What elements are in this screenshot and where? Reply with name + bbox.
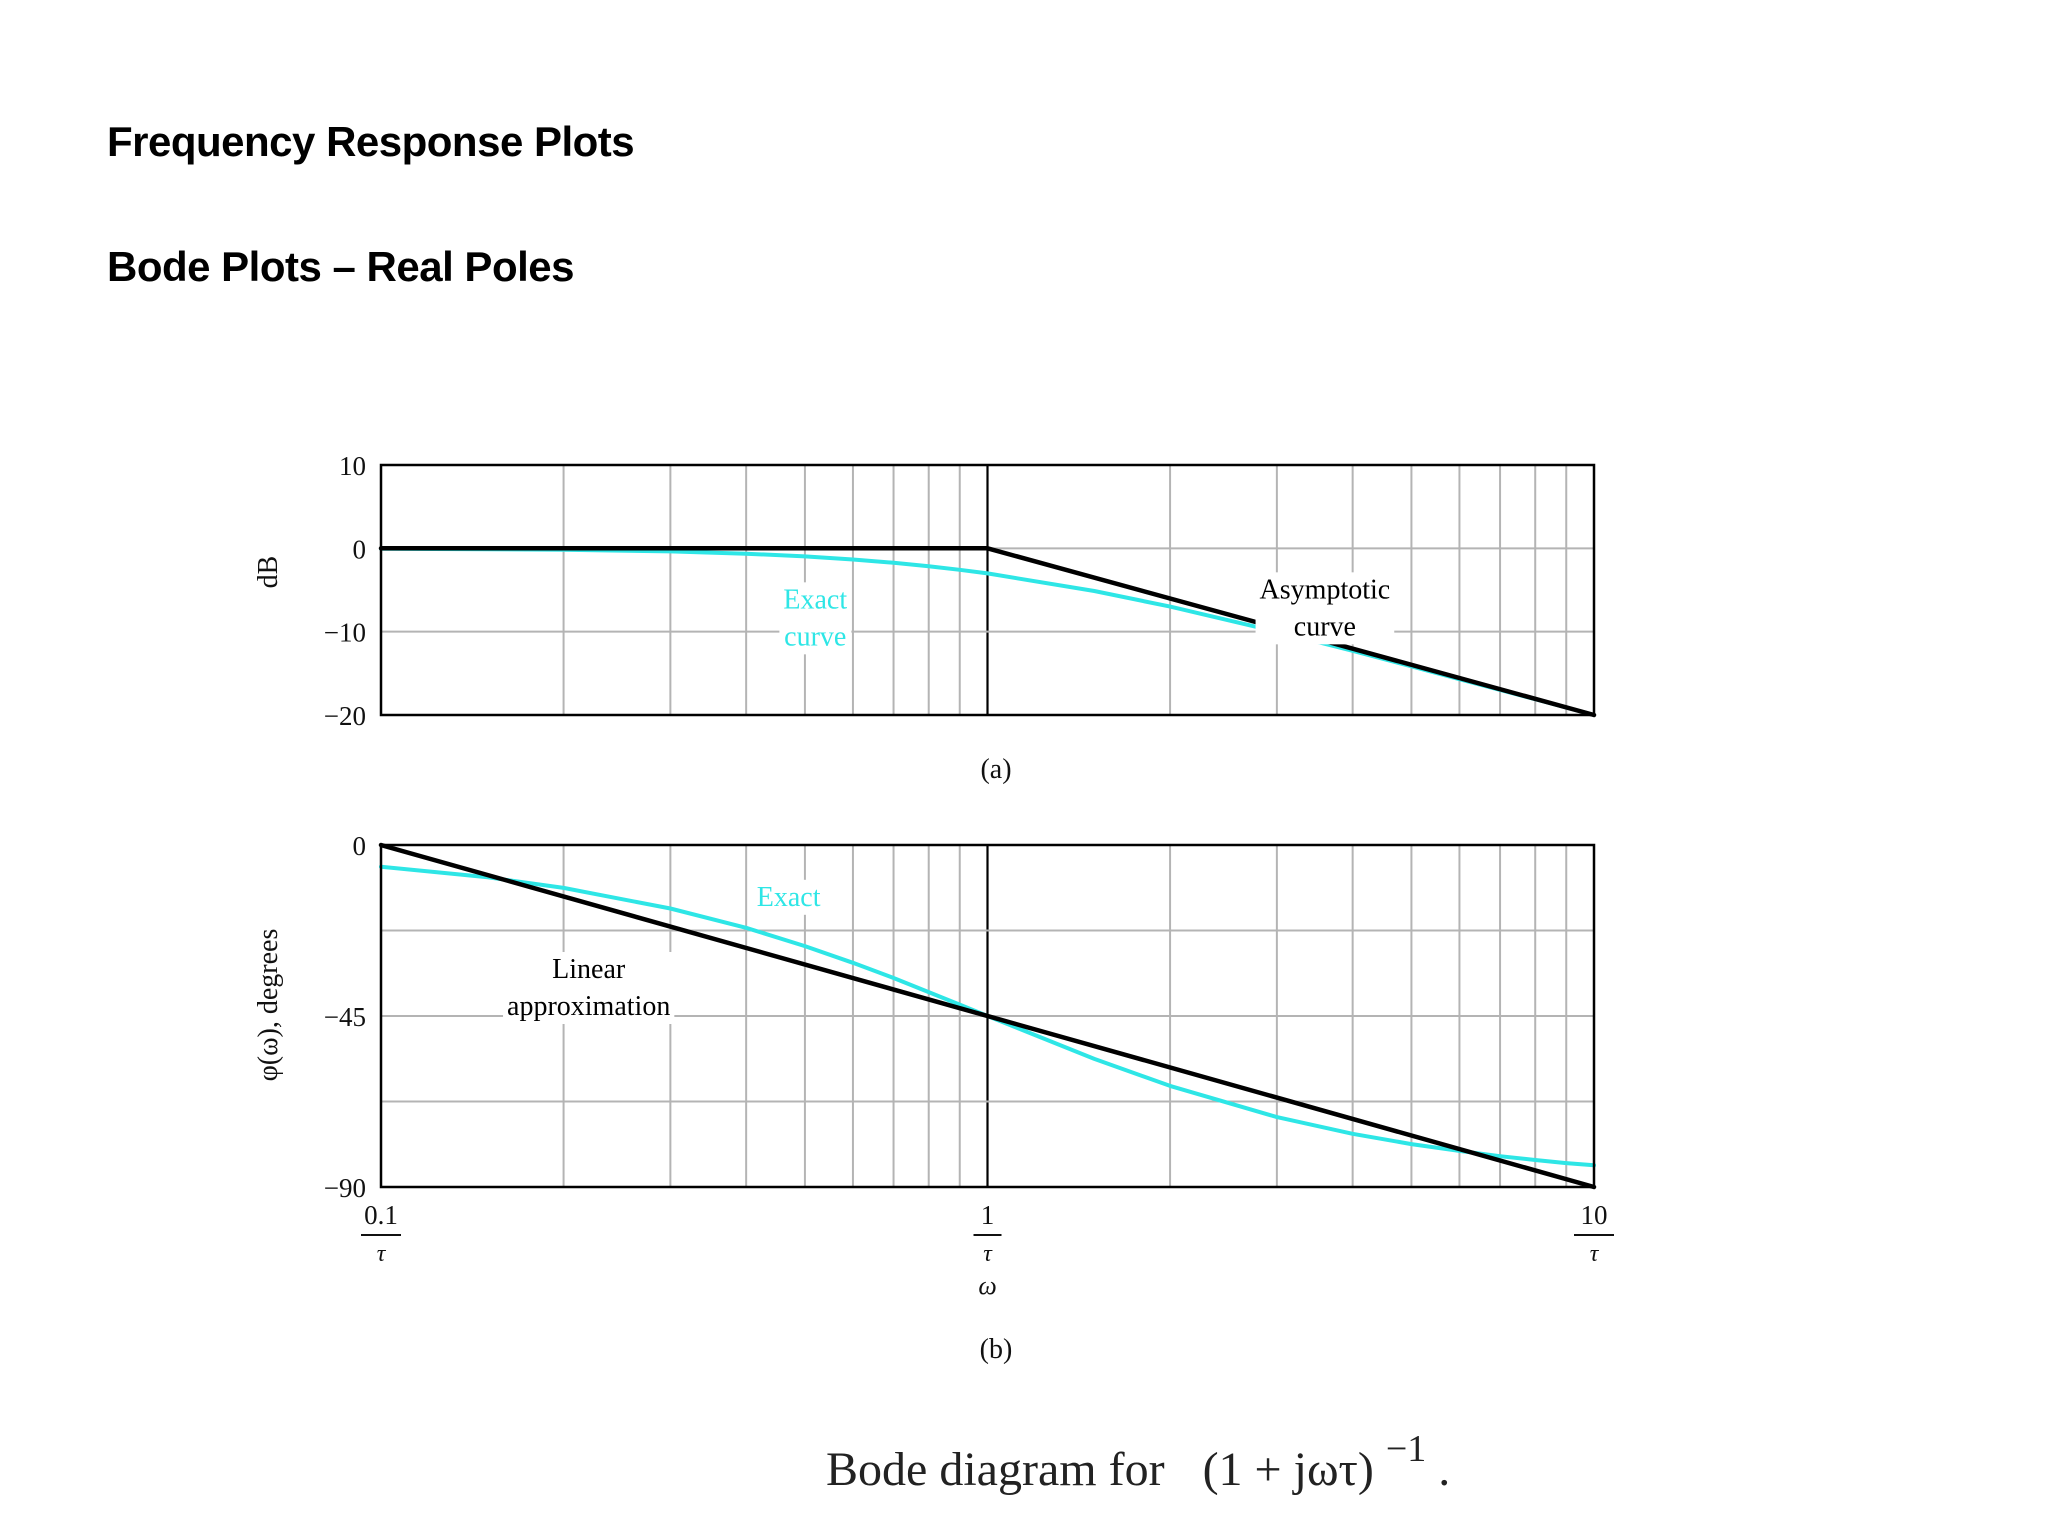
y-tick-label: 10 — [339, 451, 366, 481]
panel-label: (b) — [980, 1334, 1013, 1365]
slide-subtitle: Bode Plots – Real Poles — [107, 243, 575, 290]
phase-labels: 0 −45 −90 φ(ω), degrees Exact Linear approxima… — [253, 831, 1614, 1365]
x-tick-denominator: τ — [983, 1241, 993, 1267]
magnitude-series — [378, 546, 1597, 718]
annotation-line: approximation — [507, 991, 670, 1022]
annotation-background — [752, 879, 825, 915]
magnitude-plot-frame — [379, 463, 1596, 717]
x-tick-numerator: 1 — [981, 1200, 995, 1230]
figure-caption: Bode diagram for (1 + jωτ) −1 . — [826, 1419, 1450, 1496]
slide-title: Frequency Response Plots — [107, 118, 635, 165]
caption-exponent: −1 — [1386, 1428, 1426, 1470]
y-tick-label: 0 — [353, 831, 367, 861]
phase-plot: 0 −45 −90 φ(ω), degrees Exact Linear approxima… — [253, 831, 1614, 1365]
annotation-background — [779, 582, 852, 655]
y-tick-label: 0 — [353, 534, 367, 564]
x-axis-label: ω — [978, 1271, 996, 1300]
y-axis-label: φ(ω), degrees — [253, 929, 284, 1082]
magnitude-grid — [381, 465, 1594, 715]
caption-expression: (1 + jωτ) — [1203, 1443, 1374, 1496]
y-tick-label: −90 — [324, 1173, 366, 1203]
annotation-line: curve — [1294, 611, 1356, 642]
annotation-background — [503, 952, 675, 1024]
x-tick-fraction: 1τ — [973, 1200, 1002, 1267]
panel-label: (a) — [980, 754, 1011, 785]
approximation-series-line — [378, 546, 1597, 718]
annotation-line: Asymptotic — [1260, 574, 1391, 605]
series-annotation: Exact curve — [783, 584, 847, 652]
magnitude-labels: 10 0 −10 −20 dB Exact curve Asymptotic curve (a) — [253, 451, 1395, 785]
x-tick-denominator: τ — [1590, 1241, 1600, 1267]
phase-series — [378, 842, 1597, 1190]
annotation-background — [1255, 572, 1395, 645]
y-tick-label: −20 — [324, 701, 366, 731]
x-tick-numerator: 10 — [1581, 1200, 1608, 1230]
annotation-line: Exact — [757, 882, 821, 913]
series-annotation: Linear approximation — [507, 954, 670, 1022]
x-tick-numerator: 0.1 — [364, 1200, 398, 1230]
x-tick-fraction: 10 τ — [1574, 1200, 1614, 1267]
x-tick-denominator: τ — [377, 1241, 387, 1267]
y-tick-label: −45 — [324, 1002, 366, 1032]
approximation-series-line — [378, 842, 1597, 1190]
phase-plot-frame — [379, 843, 1596, 1189]
series-annotation: Exact — [757, 882, 821, 913]
annotation-line: Exact — [783, 584, 847, 615]
y-tick-label: −10 — [324, 618, 366, 648]
caption-prefix: Bode diagram for — [826, 1443, 1165, 1496]
caption-period: . — [1438, 1443, 1450, 1496]
annotation-line: curve — [784, 621, 846, 652]
y-axis-label: dB — [253, 556, 284, 589]
magnitude-plot: 10 0 −10 −20 dB Exact curve Asymptotic curve (a) — [253, 451, 1597, 785]
x-tick-fraction: 0.1 τ — [361, 1200, 401, 1267]
series-annotation: Asymptotic curve — [1260, 574, 1391, 642]
annotation-line: Linear — [552, 954, 626, 985]
